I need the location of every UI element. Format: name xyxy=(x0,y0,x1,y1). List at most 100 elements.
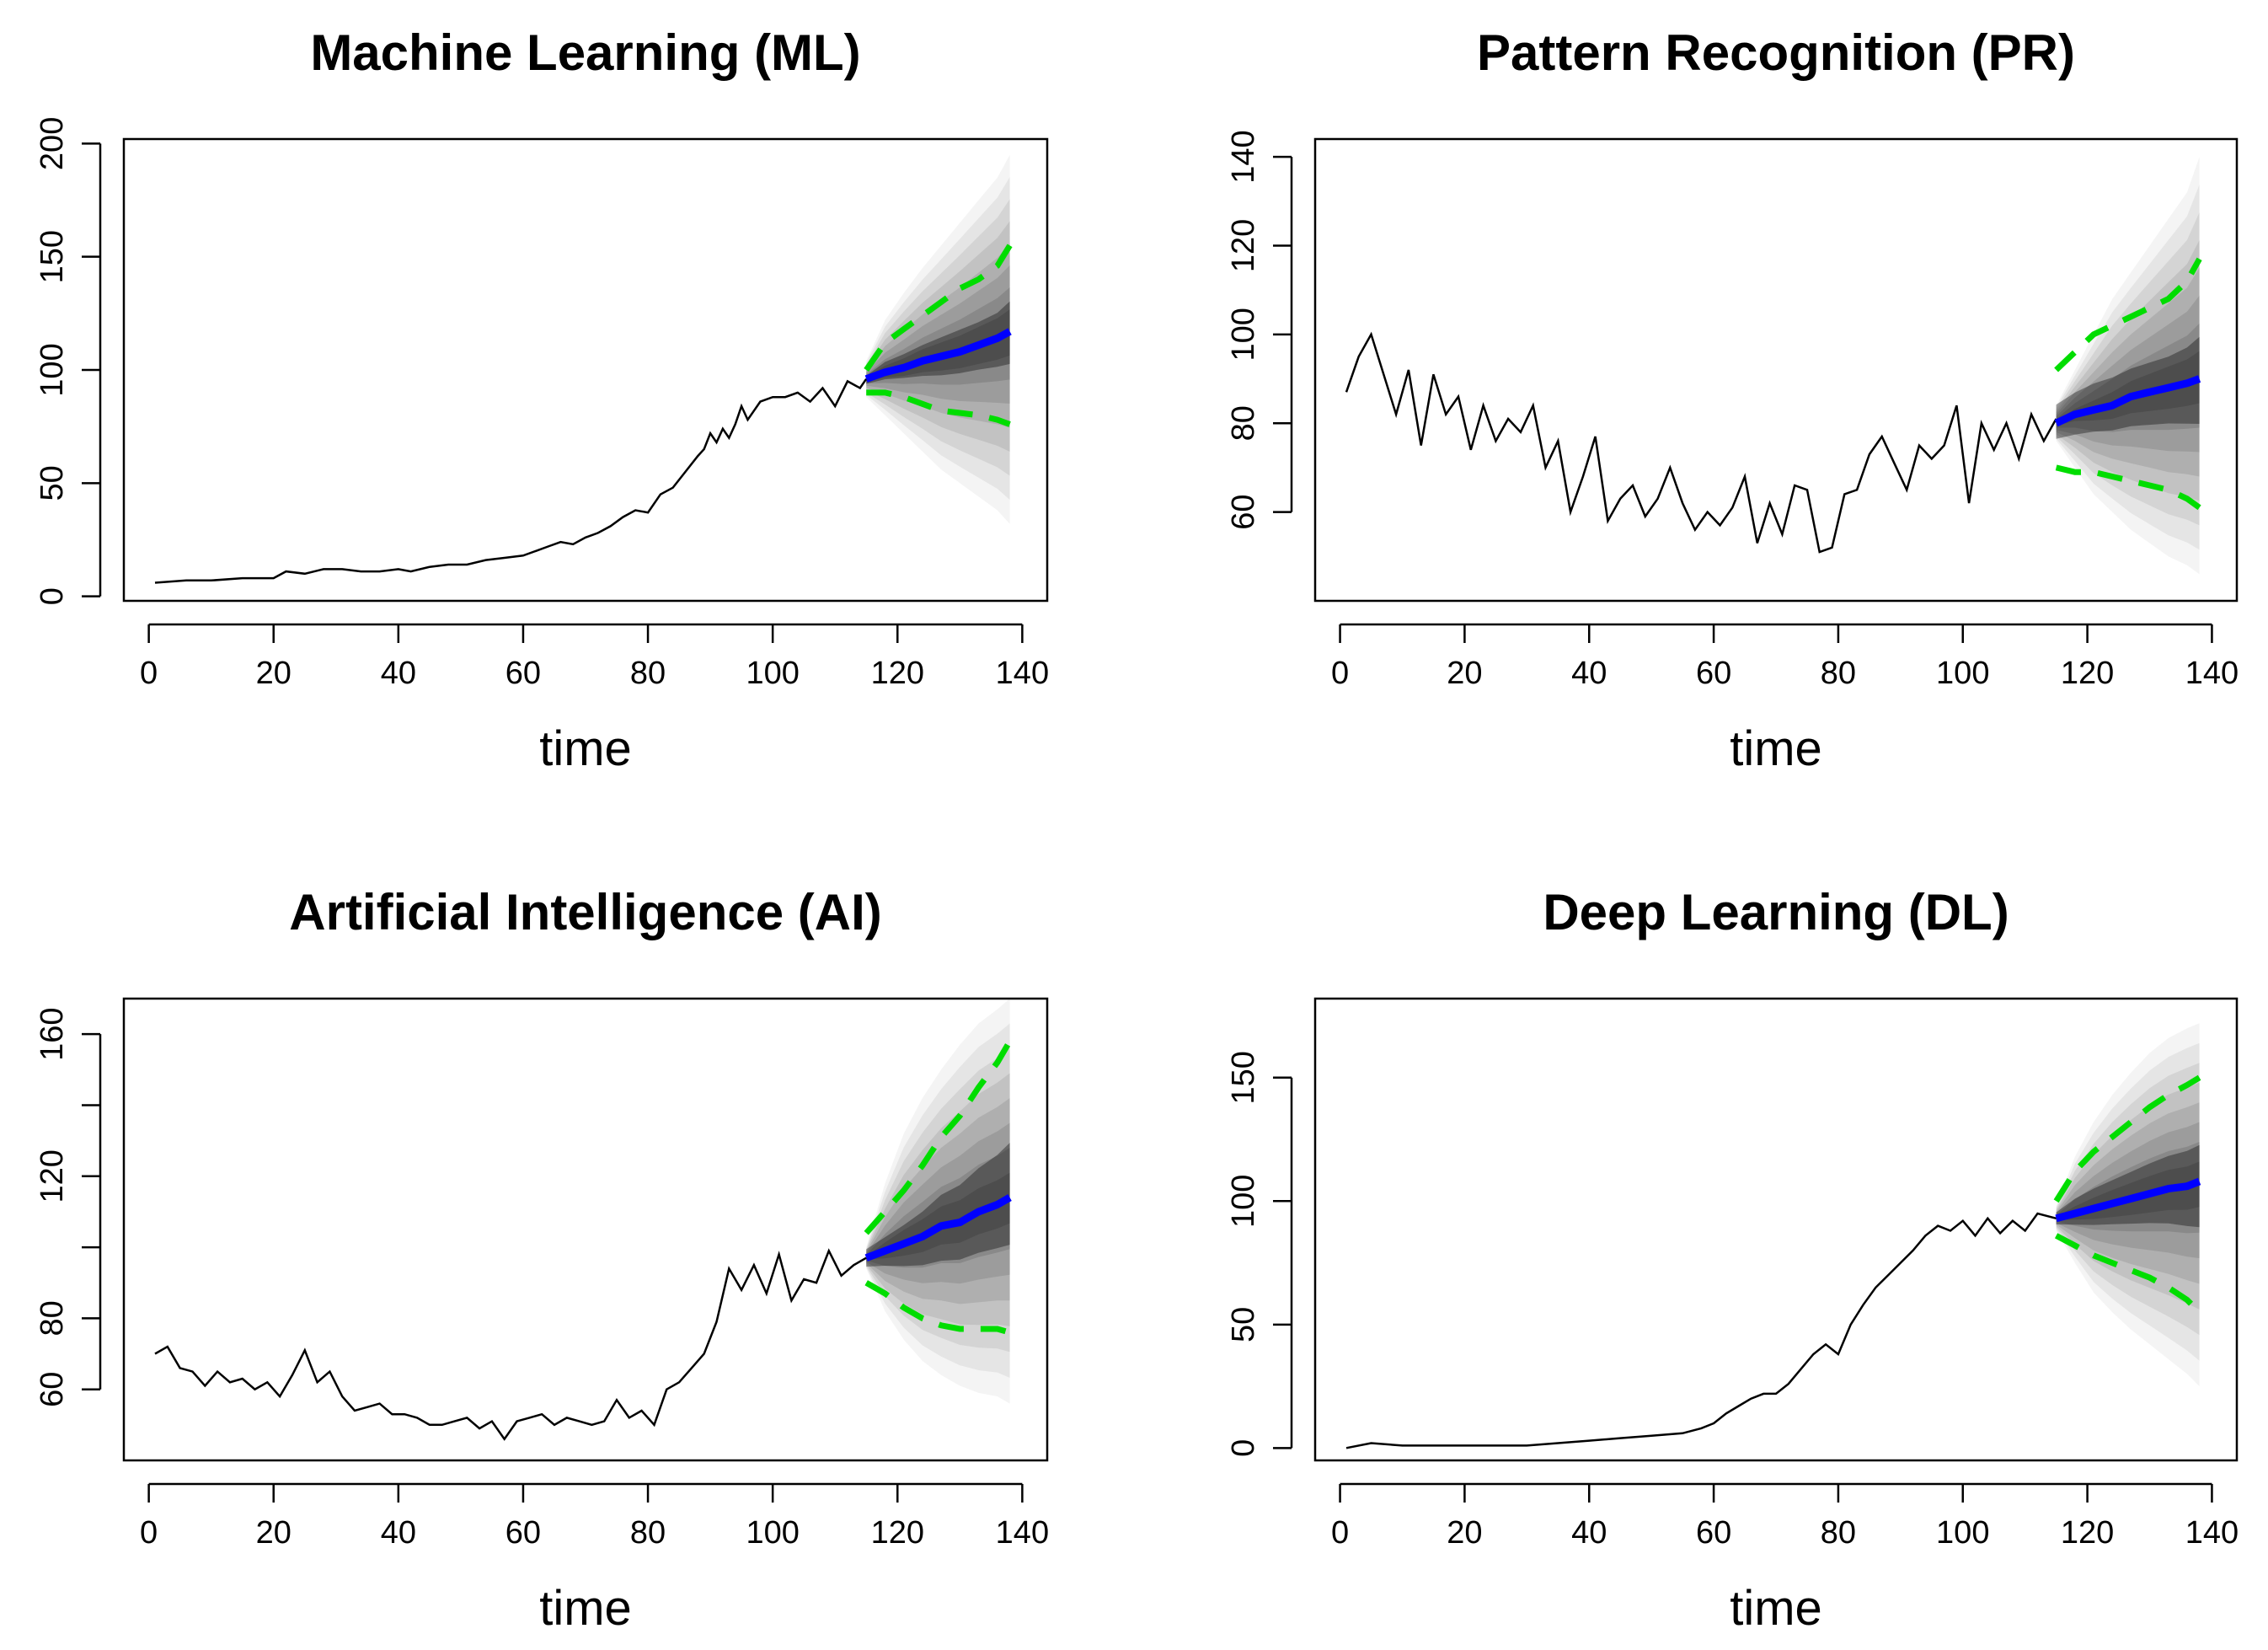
y-tick-label: 100 xyxy=(35,343,70,396)
fan-band xyxy=(866,1048,1010,1353)
fan-band xyxy=(2056,185,2200,550)
fan-band xyxy=(2056,323,2200,432)
x-tick-label: 80 xyxy=(630,656,666,691)
fan-band xyxy=(866,1023,1010,1378)
y-tick-label: 80 xyxy=(1226,405,1261,441)
x-tick-label: 100 xyxy=(746,1515,799,1551)
x-tick-label: 120 xyxy=(871,1515,924,1551)
x-tick-label: 60 xyxy=(1696,1515,1731,1551)
panel-title: Artificial Intelligence (AI) xyxy=(289,884,881,940)
forecast-center-line xyxy=(2054,375,2201,427)
forecast-center-line xyxy=(864,1194,1012,1262)
y-tick-label: 60 xyxy=(1226,494,1261,529)
y-axis: 60 80 100 120 140 xyxy=(1226,130,1293,530)
x-axis-title: time xyxy=(1730,1581,1822,1636)
fan-band xyxy=(2056,1023,2200,1387)
x-tick-label: 120 xyxy=(2061,656,2114,691)
x-axis-title: time xyxy=(539,1581,632,1636)
x-tick-label: 20 xyxy=(256,1515,292,1551)
x-axis: 0 20 40 60 80 100 120 140 time xyxy=(1331,623,2239,776)
x-axis: 0 20 40 60 80 100 120 140 time xyxy=(1331,1482,2239,1636)
observed-series-line xyxy=(154,378,868,584)
x-tick-label: 20 xyxy=(256,656,292,691)
y-tick-label: 0 xyxy=(35,587,70,605)
panel-3: Deep Learning (DL) 0 20 40 60 80 100 120 140 time… xyxy=(1226,884,2239,1636)
fan-band xyxy=(2056,212,2200,526)
x-tick-label: 40 xyxy=(381,1515,416,1551)
x-tick-label: 0 xyxy=(1331,656,1349,691)
plot-frame xyxy=(122,137,1049,603)
observed-series-line xyxy=(154,1248,867,1441)
forecast-fan xyxy=(866,154,1010,524)
x-tick-label: 20 xyxy=(1447,656,1482,691)
x-axis: 0 20 40 60 80 100 120 140 time xyxy=(140,1482,1049,1636)
upper-interval-line xyxy=(864,244,1013,372)
fan-band xyxy=(2056,1102,2200,1284)
lower-interval-line xyxy=(866,389,1011,427)
x-tick-label: 40 xyxy=(1571,656,1607,691)
x-tick-label: 40 xyxy=(381,656,416,691)
x-tick-label: 0 xyxy=(1331,1515,1349,1551)
fan-band xyxy=(2056,267,2200,477)
x-axis-title: time xyxy=(539,721,632,776)
fan-band xyxy=(866,177,1010,501)
x-tick-label: 60 xyxy=(1696,656,1731,691)
plot-frame xyxy=(1313,997,2239,1462)
y-tick-label: 120 xyxy=(35,1149,70,1203)
upper-interval-line xyxy=(2053,1074,2201,1203)
x-tick-label: 100 xyxy=(746,656,799,691)
y-tick-label: 150 xyxy=(1226,1051,1261,1104)
x-tick-label: 60 xyxy=(505,656,541,691)
fan-band xyxy=(2056,239,2200,501)
fan-band xyxy=(866,199,1010,476)
upper-interval-line xyxy=(2054,257,2202,372)
y-tick-label: 50 xyxy=(35,465,70,501)
fan-band xyxy=(2056,157,2200,575)
y-tick-label: 0 xyxy=(1226,1439,1261,1457)
x-axis: 0 20 40 60 80 100 120 140 time xyxy=(140,623,1049,776)
fan-core-band xyxy=(866,1143,1010,1267)
plot-frame xyxy=(122,997,1049,1462)
lower-interval-line xyxy=(2054,1233,2202,1315)
x-tick-label: 60 xyxy=(505,1515,541,1551)
y-tick-label: 150 xyxy=(35,230,70,283)
y-tick-label: 80 xyxy=(35,1300,70,1336)
fan-band xyxy=(2056,1122,2200,1259)
fan-band xyxy=(866,1098,1010,1304)
x-tick-label: 80 xyxy=(630,1515,666,1551)
y-tick-label: 140 xyxy=(1226,130,1261,183)
fan-band xyxy=(866,309,1010,382)
y-axis: 0 50 100 150 200 xyxy=(35,117,102,605)
panel-2: Artificial Intelligence (AI) 0 20 40 60 80 100… xyxy=(35,884,1049,1636)
panel-0: Machine Learning (ML) 0 20 40 60 80 100 120 140 t… xyxy=(35,24,1049,776)
x-tick-label: 0 xyxy=(140,656,158,691)
panel-title: Deep Learning (DL) xyxy=(1543,884,2009,940)
x-tick-label: 140 xyxy=(996,1515,1049,1551)
x-tick-label: 100 xyxy=(1936,1515,1989,1551)
x-tick-label: 0 xyxy=(140,1515,158,1551)
fan-band xyxy=(866,154,1010,524)
panel-title: Pattern Recognition (PR) xyxy=(1477,24,2075,81)
x-axis-title: time xyxy=(1730,721,1822,776)
fan-band xyxy=(866,1148,1010,1268)
x-tick-label: 120 xyxy=(2061,1515,2114,1551)
y-tick-label: 200 xyxy=(35,117,70,170)
plot-frame xyxy=(1313,137,2239,603)
x-tick-label: 120 xyxy=(871,656,924,691)
x-tick-label: 80 xyxy=(1821,1515,1856,1551)
y-tick-label: 60 xyxy=(35,1372,70,1407)
forecast-center-line xyxy=(864,328,1012,383)
y-axis: 60 80 120 160 xyxy=(35,1007,102,1407)
fan-band xyxy=(866,1172,1010,1260)
y-tick-label: 100 xyxy=(1226,1175,1261,1228)
x-tick-label: 20 xyxy=(1447,1515,1482,1551)
x-tick-label: 40 xyxy=(1571,1515,1607,1551)
fan-core-band xyxy=(866,301,1010,384)
lower-interval-line xyxy=(864,1280,1011,1336)
panel-title: Machine Learning (ML) xyxy=(310,24,860,81)
fan-band xyxy=(866,287,1010,385)
panel-1: Pattern Recognition (PR) 0 20 40 60 80 100 120 1… xyxy=(1226,24,2239,776)
x-tick-label: 140 xyxy=(996,656,1049,691)
